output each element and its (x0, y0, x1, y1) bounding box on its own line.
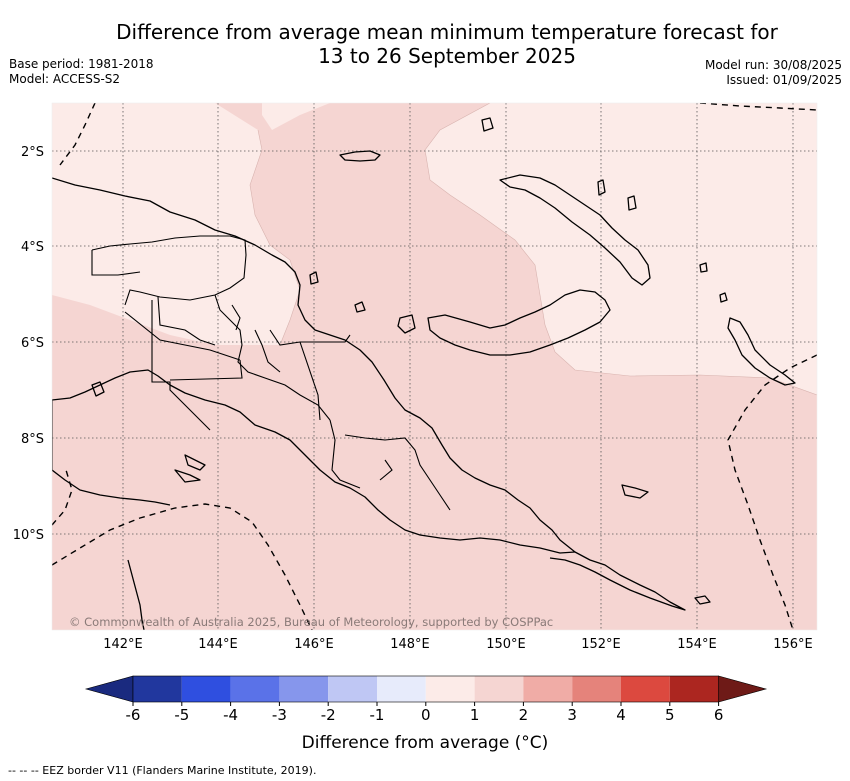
colorbar-swatch (572, 676, 621, 702)
colorbar-tick-label: -4 (223, 706, 238, 724)
lat-label-4s: 4°S (21, 240, 44, 255)
lon-label-146e: 146°E (294, 637, 334, 652)
model-name: Model: ACCESS-S2 (9, 72, 121, 86)
colorbar-tick-label: -1 (370, 706, 385, 724)
colorbar-swatch (230, 676, 280, 702)
lat-label-2s: 2°S (21, 145, 44, 160)
colorbar-tick-label: 3 (567, 706, 577, 724)
lat-label-6s: 6°S (21, 336, 44, 351)
lon-labels: 142°E 144°E 146°E 148°E 150°E 152°E 154°… (103, 637, 813, 652)
colorbar-swatch (523, 676, 573, 702)
colorbar: -6 -5 -4 -3 -2 -1 0 1 2 3 4 5 6 (84, 675, 768, 724)
meta-left: Base period: 1981-2018 Model: ACCESS-S2 (9, 57, 154, 87)
colorbar-swatch (328, 676, 377, 702)
borders (91, 235, 451, 511)
copyright-text: © Commonwealth of Australia 2025, Bureau… (69, 615, 553, 629)
issued-date: Issued: 01/09/2025 (726, 73, 842, 87)
map-frame (51, 102, 818, 631)
lon-label-150e: 150°E (486, 637, 526, 652)
colorbar-swatch (669, 676, 719, 702)
lat-label-10s: 10°S (13, 528, 44, 543)
colorbar-swatch (425, 676, 475, 702)
base-period: Base period: 1981-2018 (9, 57, 154, 71)
colorbar-tick-label: 6 (714, 706, 724, 724)
model-run: Model run: 30/08/2025 (704, 58, 842, 72)
map-title: Difference from average mean minimum tem… (0, 20, 850, 68)
lon-label-154e: 154°E (677, 637, 717, 652)
colorbar-tick-label: -6 (126, 706, 141, 724)
map-body (52, 103, 817, 630)
lon-label-148e: 148°E (390, 637, 430, 652)
colorbar-tick-label: 4 (616, 706, 626, 724)
lon-label-156e: 156°E (773, 637, 813, 652)
colorbar-tick-label: -3 (272, 706, 287, 724)
eez-footnote: -- -- -- EEZ border V11 (Flanders Marine… (8, 764, 317, 777)
colorbar-label: Difference from average (°C) (301, 733, 549, 753)
colorbar-tick-label: 2 (519, 706, 529, 724)
colorbar-over-arrow (718, 675, 768, 703)
eez-borders (52, 103, 817, 630)
meta-right: Model run: 30/08/2025 Issued: 01/09/2025 (705, 58, 842, 88)
colorbar-swatch (474, 676, 524, 702)
colorbar-swatch (377, 676, 426, 702)
colorbar-tick-label: -2 (321, 706, 336, 724)
anomaly-region-0-1-northwest (52, 103, 300, 345)
colorbar-tick-label: 5 (665, 706, 675, 724)
lon-label-152e: 152°E (581, 637, 621, 652)
colorbar-swatch (279, 676, 329, 702)
colorbar-swatch (181, 676, 231, 702)
colorbar-swatch (621, 676, 670, 702)
lat-label-8s: 8°S (21, 432, 44, 447)
colorbar-tick-label: 1 (470, 706, 480, 724)
lon-label-144e: 144°E (198, 637, 238, 652)
title-line-1: Difference from average mean minimum tem… (116, 20, 778, 44)
colorbar-tick-label: -5 (174, 706, 189, 724)
colorbar-under-arrow (84, 675, 134, 703)
title-line-2: 13 to 26 September 2025 (318, 44, 576, 68)
coastlines (52, 117, 796, 630)
colorbar-swatch (133, 676, 182, 702)
colorbar-tick-label: 0 (421, 706, 431, 724)
lat-labels: 2°S 4°S 6°S 8°S 10°S (13, 145, 44, 543)
anomaly-region-0-1-north-centre (262, 103, 330, 130)
lon-label-142e: 142°E (103, 637, 143, 652)
graticule (52, 103, 817, 630)
